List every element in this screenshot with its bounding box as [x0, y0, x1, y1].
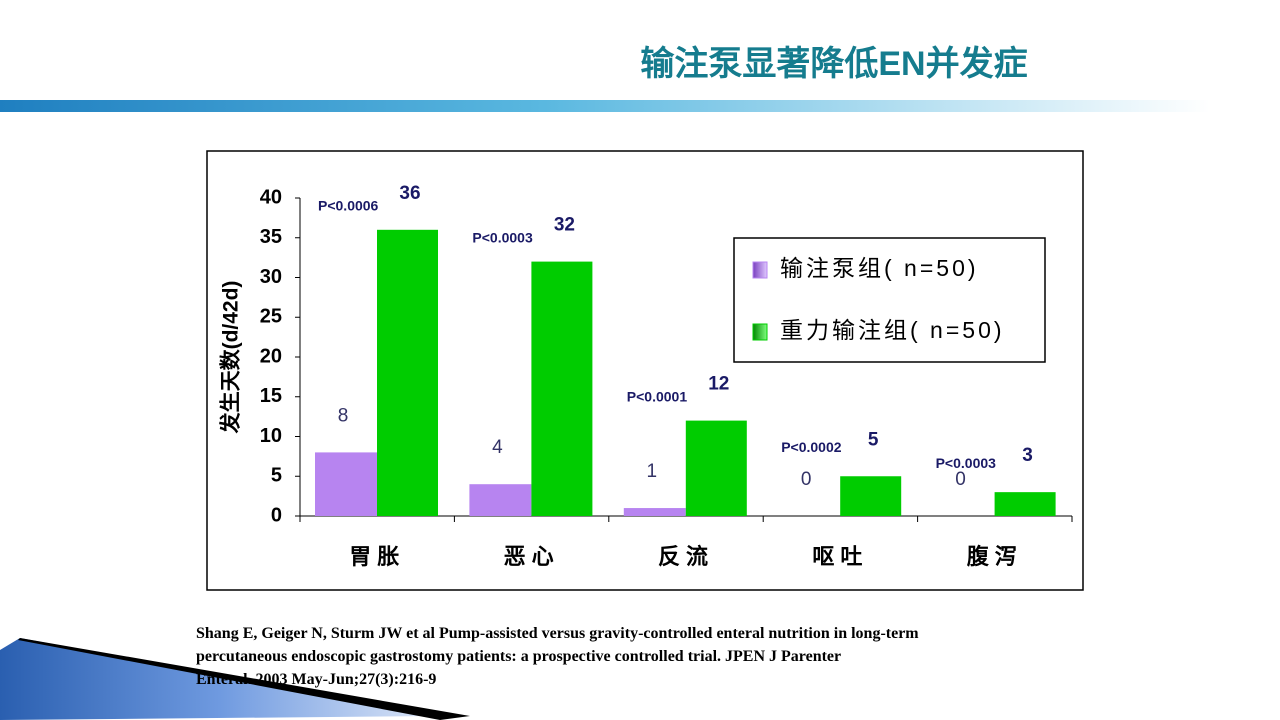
y-tick-label: 5: [271, 465, 282, 487]
x-tick-label: 恶心: [504, 544, 560, 569]
legend-box: [733, 237, 1046, 363]
p-value: P<0.0006: [318, 198, 379, 214]
value-label: 36: [399, 183, 420, 204]
p-value: P<0.0001: [627, 388, 688, 404]
bar: [623, 508, 686, 516]
y-tick-label: 20: [260, 345, 282, 367]
corner-line: [18, 638, 470, 720]
corner-decor: [0, 638, 440, 720]
value-label: 32: [554, 215, 575, 236]
x-tick-label: 反流: [658, 544, 714, 569]
bar: [531, 261, 593, 516]
slide-title: 输注泵显著降低EN并发症: [640, 45, 1027, 83]
y-tick-label: 40: [260, 186, 282, 208]
y-tick-label: 35: [260, 226, 282, 248]
bar: [840, 476, 902, 516]
p-value: P<0.0002: [781, 439, 842, 455]
value-label: 3: [1022, 445, 1033, 466]
value-label: 0: [801, 469, 812, 490]
y-tick-label: 30: [260, 266, 282, 288]
bar: [994, 492, 1056, 516]
y-tick-label: 10: [260, 425, 282, 447]
p-value: P<0.0003: [936, 455, 997, 471]
citation-line: percutaneous endoscopic gastrostomy pati…: [196, 648, 842, 665]
citation-line: Shang E, Geiger N, Sturm JW et al Pump-a…: [196, 625, 919, 642]
bar: [685, 420, 747, 516]
legend-swatch: [752, 261, 768, 279]
legend-label: 输注泵组( n=50): [780, 255, 979, 281]
citation-line: Enteral. 2003 May-Jun;27(3):216-9: [196, 671, 437, 688]
bar: [469, 484, 532, 516]
legend-label: 重力输注组( n=50): [780, 317, 1005, 343]
bar: [315, 452, 377, 516]
value-label: 4: [492, 437, 503, 458]
y-tick-label: 15: [260, 385, 282, 407]
header-band: [0, 100, 1210, 112]
value-label: 1: [647, 461, 658, 482]
y-axis-label: 发生天数(d/42d): [219, 281, 243, 435]
value-label: 8: [338, 405, 349, 426]
y-tick-label: 25: [260, 306, 282, 328]
x-tick-label: 呕吐: [812, 544, 868, 569]
citation: Shang E, Geiger N, Sturm JW et al Pump-a…: [196, 622, 1096, 691]
legend-swatch: [752, 323, 768, 341]
value-label: 5: [868, 429, 879, 450]
chart: 0510152025303540发生天数(d/42d)胃胀836P<0.0006…: [219, 183, 1073, 569]
p-value: P<0.0003: [472, 229, 533, 245]
bar: [377, 229, 438, 517]
x-tick-label: 腹泻: [967, 544, 1023, 569]
value-label: 0: [955, 469, 966, 490]
chart-frame: [206, 150, 1084, 591]
x-tick-label: 胃胀: [349, 544, 405, 569]
value-label: 12: [708, 374, 729, 395]
y-tick-label: 0: [271, 504, 282, 526]
